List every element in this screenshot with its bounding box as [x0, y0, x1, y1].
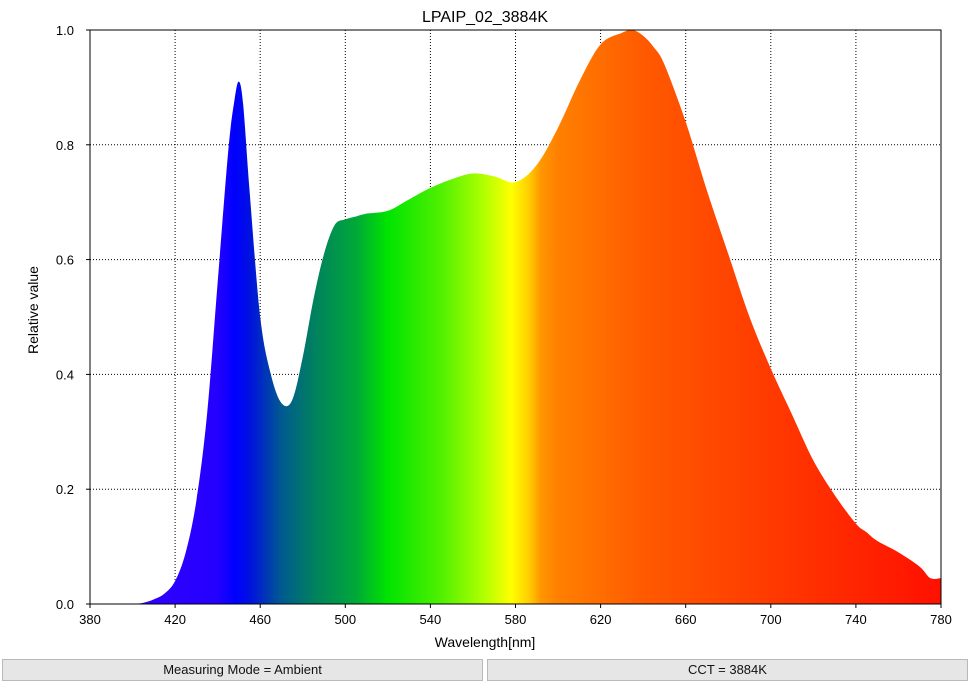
y-tick-label: 0.6 — [56, 253, 74, 268]
y-tick-label: 0.0 — [56, 597, 74, 612]
x-tick-label: 700 — [760, 612, 782, 627]
x-tick-label: 580 — [505, 612, 527, 627]
spectrum-area — [132, 30, 941, 604]
x-tick-label: 660 — [675, 612, 697, 627]
y-axis-ticks: 0.0 0.2 0.4 0.6 0.8 1.0 — [56, 23, 90, 612]
chart-title: LPAIP_02_3884K — [422, 9, 548, 26]
cct-field: CCT = 3884K — [487, 659, 968, 681]
measuring-mode-field: Measuring Mode = Ambient — [2, 659, 483, 681]
x-tick-label: 740 — [845, 612, 867, 627]
x-axis-label: Wavelength[nm] — [435, 634, 536, 650]
x-tick-label: 460 — [249, 612, 271, 627]
status-bar: Measuring Mode = Ambient CCT = 3884K — [0, 657, 970, 683]
spectrum-chart: LPAIP_02_3884K 380 420 460 500 540 580 620 660 7… — [25, 9, 952, 650]
y-tick-label: 0.2 — [56, 482, 74, 497]
y-axis-label: Relative value — [25, 266, 41, 354]
x-tick-label: 380 — [79, 612, 101, 627]
x-tick-label: 500 — [334, 612, 356, 627]
x-tick-label: 420 — [164, 612, 186, 627]
y-tick-label: 0.4 — [56, 367, 74, 382]
x-tick-label: 620 — [590, 612, 612, 627]
y-tick-label: 0.8 — [56, 138, 74, 153]
x-tick-label: 780 — [930, 612, 952, 627]
x-tick-label: 540 — [420, 612, 442, 627]
y-tick-label: 1.0 — [56, 23, 74, 38]
x-axis-ticks: 380 420 460 500 540 580 620 660 700 740 780 — [79, 604, 952, 627]
